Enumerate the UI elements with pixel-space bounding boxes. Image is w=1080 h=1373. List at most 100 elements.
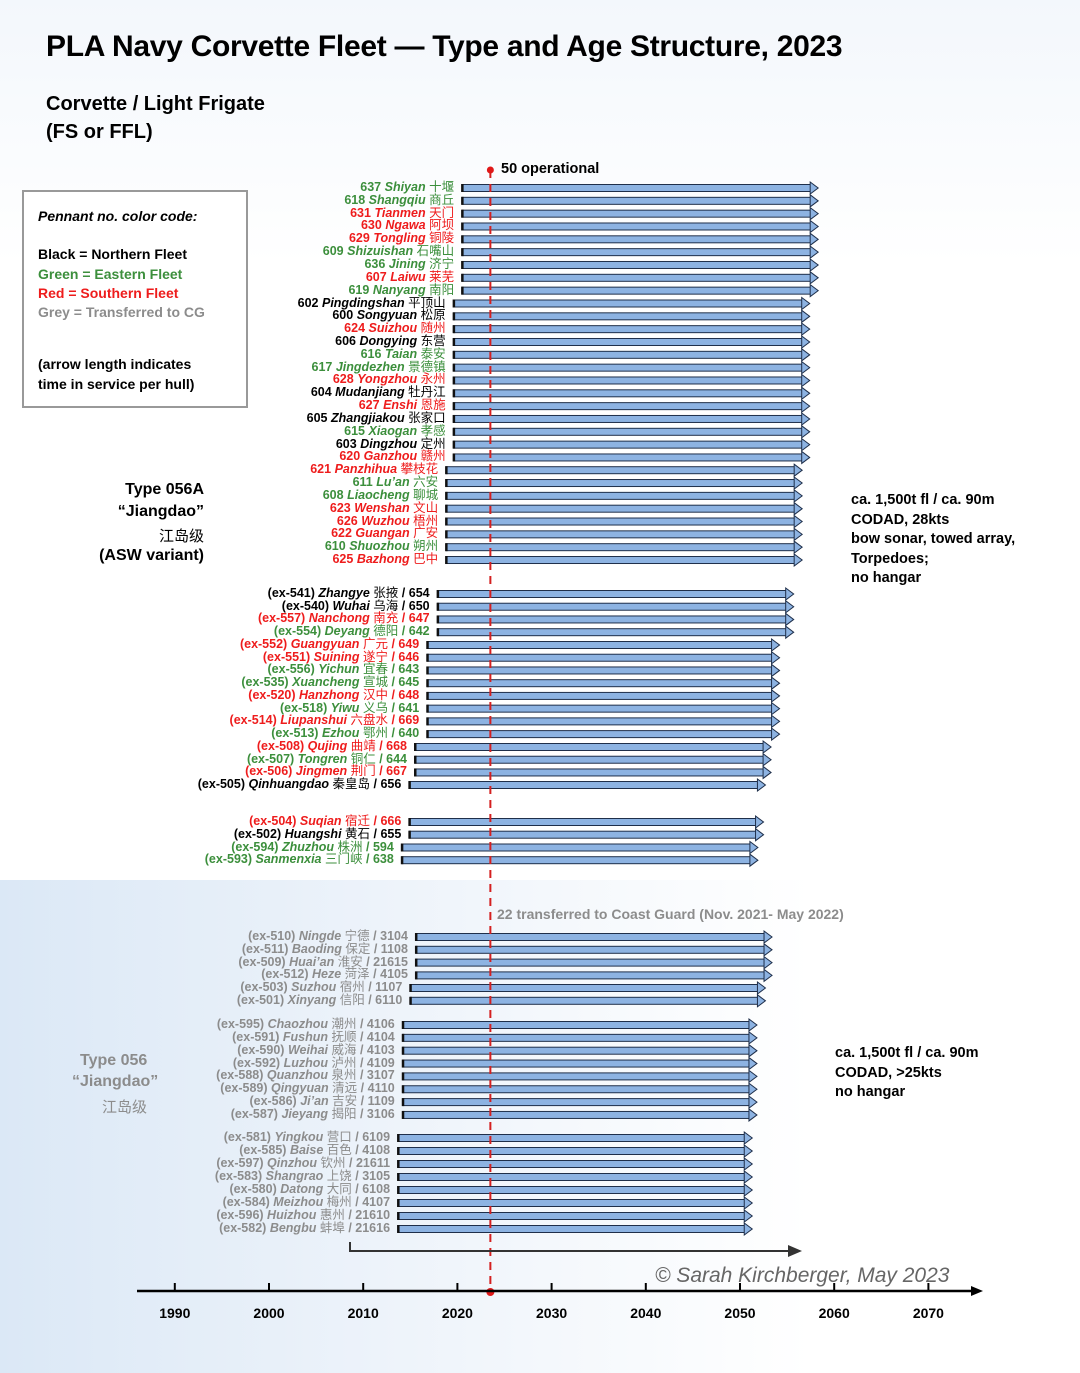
pennant-number: 630 <box>360 218 382 233</box>
pennant-number: (ex-552) <box>239 637 288 651</box>
bar-arrowhead <box>801 424 811 439</box>
service-bar <box>426 704 774 713</box>
pennant-number: 637 <box>360 180 382 194</box>
pennant-number: (ex-584) <box>222 1195 270 1209</box>
bar-start-cap <box>397 1225 400 1233</box>
bar-start-cap <box>414 768 417 777</box>
ship-label: (ex-588) Quanzhou 泉州 / 3107 <box>216 1069 395 1082</box>
pennant-number: 619 <box>348 282 370 297</box>
bar-arrowhead <box>809 219 820 234</box>
ship-name-chinese: 聊城 <box>413 487 439 502</box>
new-pennant: / 668 <box>379 739 407 753</box>
ship-label: (ex-501) Xinyang 信阳 / 6110 <box>237 993 402 1007</box>
new-pennant: / 3106 <box>359 1106 395 1121</box>
bar-start-cap <box>445 504 448 513</box>
ship-name: Yiwu <box>330 700 360 715</box>
bar-arrowhead <box>743 1209 754 1223</box>
bar-start-cap <box>452 453 456 462</box>
ship-label: (ex-507) Tongren 铜仁 / 644 <box>247 752 407 766</box>
service-bar <box>461 209 812 218</box>
bar-arrowhead <box>756 981 767 995</box>
type-056-specs: ca. 1,500t fl / ca. 90m CODAD, >25kts no… <box>835 1044 978 1103</box>
bar-start-cap <box>461 235 464 244</box>
new-pennant: / 4103 <box>359 1042 395 1057</box>
bar-arrowhead <box>763 968 773 983</box>
service-bar <box>397 1212 746 1220</box>
service-bar <box>426 666 774 675</box>
ship-name: Meizhou <box>273 1195 324 1209</box>
ship-name: Yongzhou <box>357 372 418 387</box>
bar-arrowhead <box>771 676 781 691</box>
bar-start-cap <box>408 781 411 789</box>
bar-arrowhead <box>785 599 795 614</box>
service-bar <box>414 755 765 764</box>
service-bar <box>453 312 804 321</box>
ship-label: 628 Yongzhou 永州 <box>333 373 446 386</box>
pennant-number: 621 <box>310 462 332 477</box>
spec-line: CODAD, 28kts <box>851 511 950 528</box>
pennant-number: (ex-587) <box>230 1106 278 1121</box>
new-pennant: / 4104 <box>359 1029 395 1044</box>
bar-arrowhead <box>771 663 781 678</box>
bar-arrowhead <box>762 765 772 780</box>
ship-label: (ex-592) Luzhou 泸州 / 4109 <box>233 1055 395 1070</box>
time-arrow <box>349 1242 790 1252</box>
service-bar <box>453 402 804 411</box>
bar-arrowhead <box>793 540 804 555</box>
new-pennant: / 21616 <box>348 1221 391 1235</box>
ship-name-chinese: 巴中 <box>413 552 439 566</box>
pennant-number: 610 <box>324 539 346 554</box>
ship-name: Guangan <box>355 526 410 541</box>
new-pennant: / 1108 <box>373 941 408 956</box>
service-bar <box>408 830 758 839</box>
ship-name-chinese: 广元 <box>362 637 388 651</box>
pennant-number: 618 <box>344 192 366 207</box>
ship-name-chinese: 永州 <box>420 372 446 387</box>
bar-start-cap <box>414 743 417 751</box>
service-bar <box>415 933 766 941</box>
bar-arrowhead <box>748 1069 758 1084</box>
bar-arrowhead <box>793 553 804 568</box>
ship-name-chinese: 三门峡 <box>325 852 363 867</box>
pennant-number: (ex-588) <box>216 1068 264 1083</box>
bar-arrowhead <box>809 193 820 208</box>
new-pennant: / 666 <box>373 814 402 828</box>
pennant-number: (ex-512) <box>261 967 309 982</box>
spec-line: ca. 1,500t fl / ca. 90m <box>835 1045 979 1061</box>
bar-start-cap <box>461 260 464 269</box>
ship-name-chinese: 泸州 <box>331 1055 357 1070</box>
pennant-number: (ex-540) <box>281 598 330 613</box>
ship-name: Zhangjiakou <box>331 410 405 425</box>
ship-label: (ex-502) Huangshi 黄石 / 655 <box>234 826 401 841</box>
ship-name-chinese: 鄂州 <box>362 726 388 741</box>
bar-start-cap <box>452 312 456 321</box>
ship-name-chinese: 曲靖 <box>350 739 376 753</box>
new-pennant: / 6109 <box>355 1130 391 1144</box>
bar-start-cap <box>445 530 448 539</box>
reference-marker-top <box>486 166 494 174</box>
ship-label: 611 Lu’an 六安 <box>353 476 439 489</box>
ship-name-chinese: 保定 <box>345 941 371 956</box>
type-056-chinese: 江岛级 <box>102 1099 148 1116</box>
ship-label: 631 Tianmen 天门 <box>350 206 454 220</box>
bar-arrowhead <box>801 450 811 465</box>
service-bar <box>453 363 804 372</box>
ship-name-chinese: 孝感 <box>420 423 446 438</box>
bar-arrowhead <box>771 727 781 742</box>
ship-name-chinese: 随州 <box>420 321 446 336</box>
service-bar <box>445 543 796 552</box>
bar-start-cap <box>400 856 404 865</box>
bar-arrowhead <box>801 360 811 375</box>
ship-name: Quanzhou <box>266 1068 328 1083</box>
new-pennant: / 654 <box>401 586 430 600</box>
ship-name-chinese: 黄石 <box>345 826 371 841</box>
pennant-number: 627 <box>358 398 380 413</box>
service-bar <box>409 996 759 1005</box>
bar-start-cap <box>445 479 448 488</box>
pennant-number: 617 <box>311 359 333 374</box>
pennant-number: 603 <box>335 436 357 451</box>
service-bar <box>445 466 796 475</box>
service-bar <box>445 556 796 565</box>
bar-arrowhead <box>785 587 795 601</box>
type-056a-label: Type 056A <box>125 481 204 498</box>
